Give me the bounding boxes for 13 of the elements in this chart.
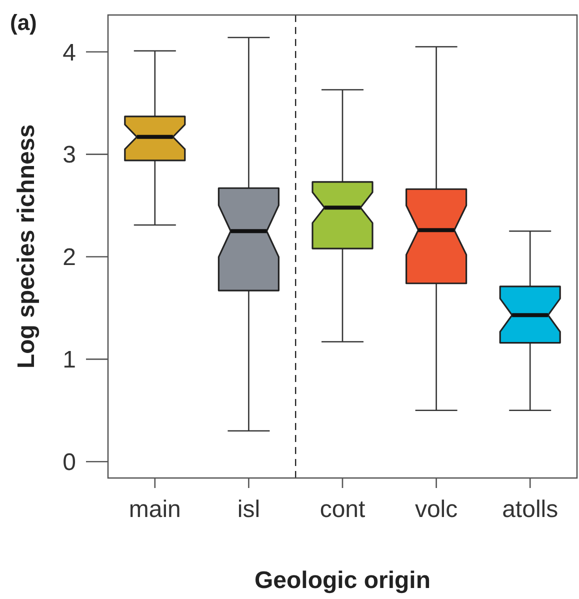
x-tick-label: cont [320,496,366,523]
y-tick-label: 3 [62,142,76,169]
y-tick-label: 1 [62,346,76,374]
x-tick-label: isl [237,496,260,523]
y-axis-title: Log species richness [13,124,40,369]
x-tick-label: atolls [502,496,558,523]
x-tick-label: main [128,496,181,523]
y-tick-label: 0 [62,449,76,476]
chart-title: (a) [10,10,37,35]
x-axis-title: Geologic origin [254,567,431,594]
y-tick-label: 4 [62,39,76,66]
x-tick-label: volc [414,496,458,523]
y-tick-label: 2 [62,244,76,272]
